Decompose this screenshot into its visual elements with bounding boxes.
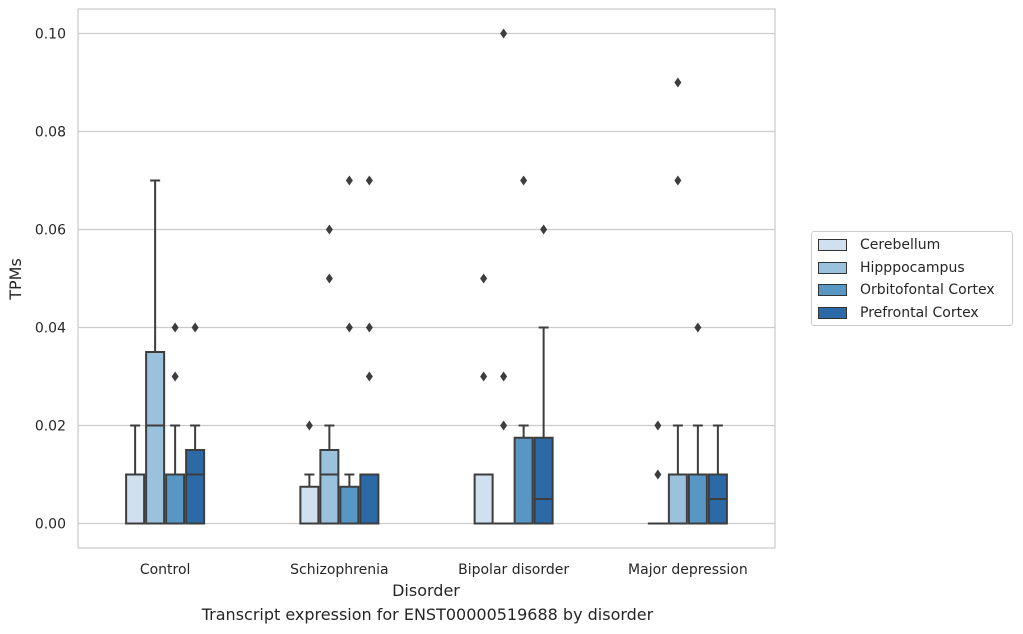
legend-item: Cerebellum (818, 235, 940, 255)
box-iqr (533, 436, 554, 525)
box-prefrontal-cortex (707, 424, 728, 525)
x-tick-label: Bipolar disorder (458, 562, 569, 578)
box-hipppocampus (145, 179, 166, 525)
outlier-point (500, 420, 508, 431)
y-tick-label: 0.06 (35, 223, 66, 239)
outlier-point (325, 273, 333, 284)
box-orbitofontal-cortex (339, 175, 360, 525)
box-iqr (299, 485, 320, 525)
legend-swatch (818, 261, 847, 274)
x-tick-label: Schizophrenia (290, 562, 388, 578)
outlier-point (345, 322, 353, 333)
box-iqr (145, 351, 166, 525)
outlier-point (171, 322, 179, 333)
outlier-point (674, 175, 682, 186)
outlier-point (325, 224, 333, 235)
x-axis-label: Disorder (392, 581, 460, 600)
outlier-point (305, 420, 313, 431)
outlier-point (654, 420, 662, 431)
box-cerebellum (125, 424, 146, 525)
box-cerebellum (647, 420, 668, 525)
box-iqr (319, 449, 340, 525)
outlier-point (365, 371, 373, 382)
x-axis-ticks: Control Schizophrenia Bipolar disorder Majo… (140, 562, 748, 578)
y-axis-ticks: 0.00 0.02 0.04 0.06 0.08 0.10 (35, 27, 66, 533)
box-hipppocampus (493, 28, 514, 525)
outlier-point (480, 371, 488, 382)
legend-swatch (818, 284, 847, 296)
outlier-point (654, 469, 662, 480)
outlier-point (540, 224, 548, 235)
legend-label: Prefrontal Cortex (860, 304, 979, 321)
box-iqr (473, 473, 494, 525)
legend-label: Hipppocampus (860, 259, 965, 276)
grid-lines (78, 32, 775, 525)
outlier-point (345, 175, 353, 186)
legend: Cerebellum Hipppocampus Orbitofontal Corte… (811, 231, 1013, 326)
box-iqr (125, 473, 146, 525)
box-iqr (667, 473, 688, 525)
x-tick-label: Major depression (628, 562, 748, 578)
box-prefrontal-cortex (359, 175, 380, 525)
outlier-point (694, 322, 702, 333)
outlier-point (520, 175, 528, 186)
legend-swatch (818, 306, 847, 319)
outlier-point (500, 371, 508, 382)
box-iqr (513, 436, 534, 525)
legend-swatch (818, 239, 847, 251)
y-tick-label: 0.10 (35, 27, 66, 43)
plot-area-frame (77, 8, 776, 549)
chart-caption: Transcript expression for ENST0000051968… (201, 605, 654, 624)
box-hipppocampus (319, 224, 340, 525)
boxes (125, 28, 728, 525)
box-hipppocampus (667, 77, 688, 525)
box-iqr (359, 473, 380, 525)
box-iqr (165, 473, 186, 525)
y-tick-label: 0.08 (35, 125, 66, 141)
legend-item: Hipppocampus (818, 258, 965, 278)
legend-item: Prefrontal Cortex (818, 303, 979, 323)
box-iqr (687, 473, 708, 525)
y-tick-label: 0.00 (35, 517, 66, 533)
box-prefrontal-cortex (185, 322, 206, 525)
legend-label: Cerebellum (860, 237, 941, 253)
box-cerebellum (299, 420, 320, 525)
outlier-point (500, 28, 508, 39)
outlier-point (171, 371, 179, 382)
outlier-point (191, 322, 199, 333)
legend-item: Orbitofontal Cortex (818, 280, 995, 300)
y-tick-label: 0.02 (35, 419, 66, 435)
outlier-point (365, 175, 373, 186)
x-tick-label: Control (140, 562, 191, 578)
y-tick-label: 0.04 (35, 321, 66, 337)
box-orbitofontal-cortex (687, 322, 708, 525)
box-prefrontal-cortex (533, 224, 554, 525)
box-cerebellum (473, 273, 494, 525)
y-axis-label: TPMs (6, 258, 25, 301)
legend-label: Orbitofontal Cortex (860, 282, 995, 298)
box-iqr (185, 449, 206, 525)
outlier-point (365, 322, 373, 333)
box-orbitofontal-cortex (513, 175, 534, 525)
box-iqr (339, 485, 360, 525)
outlier-point (480, 273, 488, 284)
box-orbitofontal-cortex (165, 322, 186, 525)
outlier-point (674, 77, 682, 88)
